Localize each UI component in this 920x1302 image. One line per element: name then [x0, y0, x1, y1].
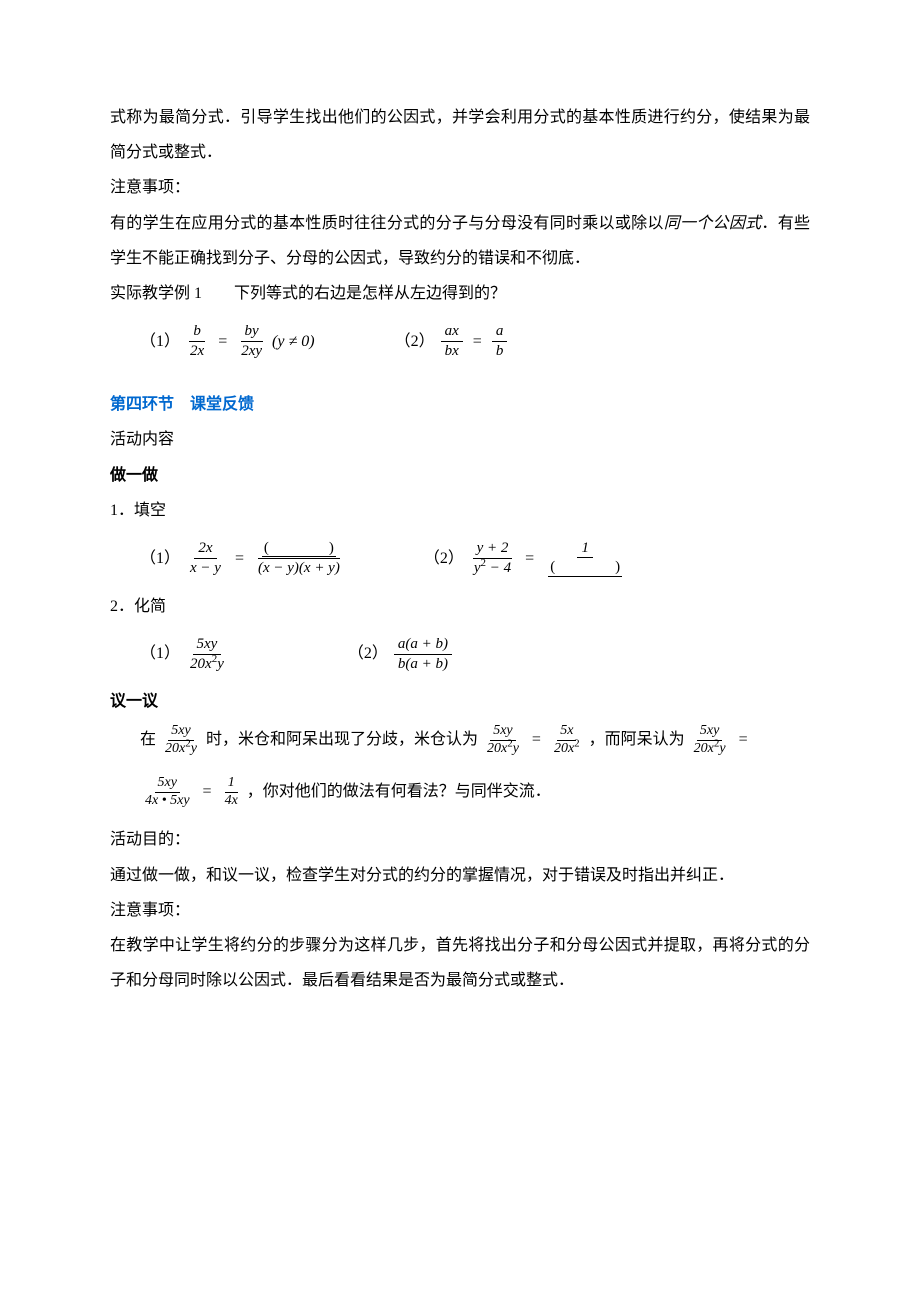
yi-text-4: ，你对他们的做法有何看法？与同伴交流．	[247, 783, 551, 800]
goal-label: 活动目的：	[110, 822, 810, 857]
activity-content-label: 活动内容	[110, 422, 810, 457]
eq1-cond: (y ≠ 0)	[272, 324, 315, 359]
eq2-rhs-den: b	[492, 342, 508, 360]
eq2-rhs: a b	[492, 323, 508, 359]
yiyiyi-heading: 议一议	[110, 684, 810, 719]
eq2-lhs-num: ax	[441, 323, 463, 342]
eq1-rhs-num: by	[241, 323, 263, 342]
note-label-1: 注意事项：	[110, 170, 810, 205]
simp1: （1） 5xy 20x2y	[140, 636, 228, 672]
equals-sign: =	[231, 541, 248, 576]
yi-text-1: 在	[140, 731, 156, 748]
eq1-rhs-den: 2xy	[237, 342, 266, 360]
simp2-num: a(a + b)	[394, 636, 452, 655]
fill1-lhs-den: x − y	[186, 559, 225, 577]
fill2-lhs-num: y + 2	[473, 540, 513, 559]
fill2-rhs-den-blank: ( )	[544, 558, 626, 577]
example1-eq2: （2） ax bx = a b	[395, 323, 508, 359]
fill2-rhs: 1 ( )	[544, 540, 626, 577]
fill1-rhs: ( ) (x − y)(x + y)	[254, 540, 344, 577]
intro-paragraph: 式称为最简分式．引导学生找出他们的公因式，并学会利用分式的基本性质进行约分，使结…	[110, 100, 810, 170]
fill2-label: （2）	[424, 541, 464, 576]
fill2: （2） y + 2 y2 − 4 = 1 ( )	[424, 540, 626, 577]
fill1-lhs: 2x x − y	[186, 540, 225, 576]
fill-blank-row: （1） 2x x − y = ( ) (x − y)(x + y) （2） y …	[140, 540, 810, 577]
simp1-label: （1）	[140, 636, 180, 671]
eq2-lhs: ax bx	[441, 323, 463, 359]
fill2-rhs-num: 1	[577, 540, 593, 559]
equals-sign: =	[735, 731, 752, 748]
simplify-row: （1） 5xy 20x2y （2） a(a + b) b(a + b)	[140, 636, 810, 672]
note-body-1: 有的学生在应用分式的基本性质时往往分式的分子与分母没有同时乘以或除以同一个公因式…	[110, 206, 810, 276]
note-emph: 同一个公因式	[664, 215, 762, 232]
yi-frac-d: 5xy 20x2y	[691, 724, 729, 756]
eq1-lhs: b 2x	[186, 323, 208, 359]
yi-text-2: 时，米仓和阿呆出现了分歧，米仓认为	[206, 731, 478, 748]
zuoyizuo-heading: 做一做	[110, 458, 810, 493]
eq2-rhs-num: a	[492, 323, 508, 342]
eq1-lhs-den: 2x	[186, 342, 208, 360]
yi-frac-b: 5xy 20x2y	[484, 724, 522, 756]
equals-sign: =	[214, 324, 231, 359]
simp2-frac: a(a + b) b(a + b)	[394, 636, 452, 672]
yi-text-3: ，而阿呆认为	[589, 731, 685, 748]
fill1-rhs-num-blank: ( )	[258, 540, 340, 560]
fill1: （1） 2x x − y = ( ) (x − y)(x + y)	[140, 540, 344, 577]
simp1-den: 20x2y	[186, 655, 228, 673]
example1-equations: （1） b 2x = by 2xy (y ≠ 0) （2） ax bx = a …	[140, 323, 810, 359]
eq1-lhs-num: b	[189, 323, 205, 342]
yi2-frac-b: 1 4x	[222, 776, 241, 808]
fill-blank-stem: 1．填空	[110, 493, 810, 528]
equals-sign: =	[521, 541, 538, 576]
simp2-den: b(a + b)	[394, 655, 452, 673]
fill2-lhs: y + 2 y2 − 4	[470, 540, 515, 576]
section-4-title: 第四环节 课堂反馈	[110, 387, 810, 422]
yi-frac-a: 5xy 20x2y	[162, 724, 200, 756]
discuss-block: 在 5xy 20x2y 时，米仓和阿呆出现了分歧，米仓认为 5xy 20x2y …	[140, 719, 810, 812]
fill1-label: （1）	[140, 541, 180, 576]
yi-frac-c: 5x 20x2	[551, 724, 583, 756]
equals-sign: =	[199, 783, 216, 800]
fill2-lhs-den: y2 − 4	[470, 559, 515, 577]
example1-stem: 实际教学例 1 下列等式的右边是怎样从左边得到的？	[110, 276, 810, 311]
fill1-lhs-num: 2x	[194, 540, 216, 559]
eq2-lhs-den: bx	[441, 342, 463, 360]
eq1-label: （1）	[140, 324, 180, 359]
note-body-2: 在教学中让学生将约分的步骤分为这样几步，首先将找出分子和分母公因式并提取，再将分…	[110, 928, 810, 998]
goal-body: 通过做一做，和议一议，检查学生对分式的约分的掌握情况，对于错误及时指出并纠正．	[110, 858, 810, 893]
note-text-a: 有的学生在应用分式的基本性质时往往分式的分子与分母没有同时乘以或除以	[110, 215, 664, 232]
simp2: （2） a(a + b) b(a + b)	[348, 636, 452, 672]
eq2-label: （2）	[395, 324, 435, 359]
equals-sign: =	[469, 324, 486, 359]
simp2-label: （2）	[348, 636, 388, 671]
eq1-rhs: by 2xy	[237, 323, 266, 359]
fill1-rhs-den: (x − y)(x + y)	[254, 559, 344, 577]
yi2-frac-a: 5xy 4x • 5xy	[142, 776, 193, 808]
equals-sign: =	[528, 731, 545, 748]
note-label-2: 注意事项：	[110, 893, 810, 928]
simplify-stem: 2．化简	[110, 589, 810, 624]
example1-eq1: （1） b 2x = by 2xy (y ≠ 0)	[140, 323, 315, 359]
simp1-frac: 5xy 20x2y	[186, 636, 228, 672]
